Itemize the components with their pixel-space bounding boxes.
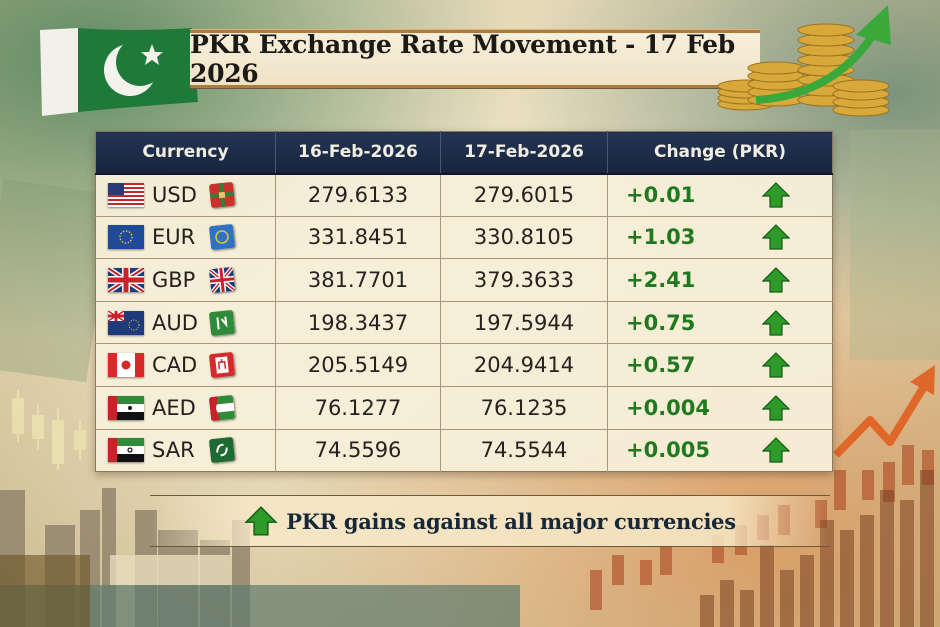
eu-flag-icon	[108, 225, 144, 250]
currency-code: CAD	[152, 353, 198, 378]
column-header-curr-date: 17-Feb-2026	[440, 131, 608, 175]
exchange-rate-table: Currency 16-Feb-2026 17-Feb-2026 Change …	[95, 131, 833, 473]
curr-rate-cell: 279.6015	[440, 173, 608, 217]
change-cell: +2.41	[607, 258, 833, 302]
green-up-arrow-icon	[762, 437, 790, 463]
au-flag-icon	[108, 310, 144, 335]
currency-code: SAR	[152, 438, 195, 463]
currency-badge-icon	[208, 224, 236, 251]
table-row: GBP 381.7701 379.3633 +2.41	[95, 258, 833, 302]
currency-badge-icon	[208, 309, 236, 336]
prev-rate-cell: 279.6133	[275, 173, 441, 217]
currency-code: USD	[152, 183, 197, 208]
green-up-arrow-icon	[762, 352, 790, 378]
change-cell: +0.005	[608, 429, 833, 472]
currency-cell: AED	[95, 386, 276, 430]
prev-rate-cell: 205.5149	[275, 343, 441, 387]
table-row: USD 279.6133 279.6015 +0.01	[95, 173, 833, 217]
uae-style-flag-icon	[108, 438, 144, 463]
currency-code: GBP	[152, 267, 196, 292]
table-header-row: Currency 16-Feb-2026 17-Feb-2026 Change …	[95, 131, 833, 175]
green-up-arrow-icon	[762, 309, 790, 336]
currency-cell: EUR	[95, 216, 276, 260]
uk-flag-icon	[108, 267, 144, 292]
us-flag-icon	[108, 183, 144, 208]
prev-rate-cell: 76.1277	[275, 386, 441, 430]
curr-rate-cell: 204.9414	[440, 343, 608, 387]
column-header-prev-date: 16-Feb-2026	[275, 131, 441, 175]
curr-rate-cell: 76.1235	[440, 386, 608, 430]
currency-cell: AUD	[95, 301, 276, 345]
currency-badge-icon	[208, 181, 236, 209]
prev-rate-cell: 381.7701	[275, 258, 441, 302]
currency-badge-icon	[208, 266, 236, 294]
table-row: SAR 74.5596 74.5544 +0.005	[95, 429, 833, 472]
green-up-arrow-icon	[244, 506, 278, 536]
currency-cell: CAD	[95, 343, 276, 387]
change-value: +0.57	[626, 353, 696, 378]
column-header-change: Change (PKR)	[607, 131, 833, 175]
uae-flag-icon	[108, 395, 144, 420]
curr-rate-cell: 74.5544	[440, 429, 608, 472]
change-value: +0.75	[626, 310, 696, 335]
curr-rate-cell: 330.8105	[440, 216, 608, 260]
green-up-arrow-icon	[762, 182, 790, 208]
change-value: +1.03	[626, 225, 696, 250]
currency-cell: USD	[95, 173, 276, 217]
pakistan-flag-icon	[40, 28, 198, 116]
change-value: +0.004	[626, 395, 711, 420]
table-row: AED 76.1277 76.1235 +0.004	[95, 386, 833, 430]
prev-rate-cell: 198.3437	[275, 301, 441, 345]
change-value: +0.01	[626, 183, 696, 208]
curr-rate-cell: 197.5944	[440, 301, 608, 345]
title-banner: PKR Exchange Rate Movement - 17 Feb 2026	[190, 30, 760, 88]
green-up-arrow-icon	[762, 394, 790, 421]
summary-text: PKR gains against all major currencies	[286, 508, 736, 534]
currency-code: EUR	[152, 225, 196, 250]
prev-rate-cell: 331.8451	[275, 216, 441, 260]
prev-rate-cell: 74.5596	[275, 429, 441, 472]
change-cell: +0.01	[607, 173, 833, 217]
currency-badge-icon	[208, 437, 236, 464]
green-up-arrow-icon	[762, 224, 790, 250]
currency-code: AED	[152, 395, 196, 420]
currency-code: AUD	[152, 310, 198, 335]
table-row: AUD 198.3437 197.5944 +0.75	[95, 301, 833, 345]
change-cell: +0.75	[607, 301, 833, 345]
currency-cell: SAR	[95, 429, 276, 472]
table-row: CAD 205.5149 204.9414 +0.57	[95, 343, 833, 387]
currency-badge-icon	[208, 351, 236, 379]
change-value: +2.41	[626, 267, 696, 292]
green-up-arrow-icon	[762, 267, 790, 293]
change-value: +0.005	[626, 438, 711, 463]
gold-coins-rising-arrow-icon	[717, 5, 891, 117]
ca-flag-icon	[108, 353, 144, 378]
change-cell: +1.03	[607, 216, 833, 260]
change-cell: +0.57	[607, 343, 833, 387]
column-header-currency: Currency	[95, 131, 276, 175]
page-title: PKR Exchange Rate Movement - 17 Feb 2026	[190, 30, 735, 88]
currency-badge-icon	[208, 394, 236, 421]
curr-rate-cell: 379.3633	[440, 258, 608, 302]
currency-cell: GBP	[95, 258, 276, 302]
change-cell: +0.004	[607, 386, 833, 430]
summary-banner: PKR gains against all major currencies	[150, 495, 830, 547]
table-row: EUR 331.8451 330.8105 +1.03	[95, 216, 833, 260]
